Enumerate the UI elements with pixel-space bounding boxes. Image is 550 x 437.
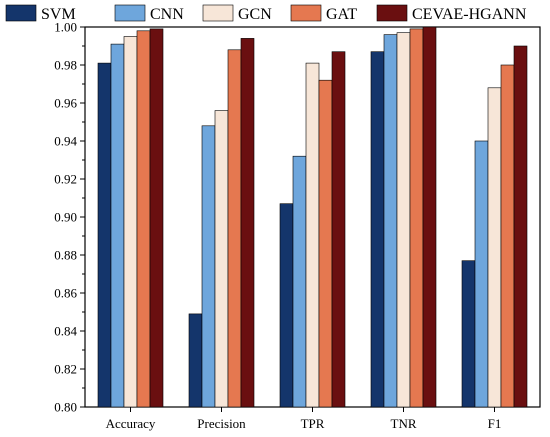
bar-svm-tnr (370, 51, 385, 408)
bar-cnn-accuracy (110, 43, 125, 408)
x-tick-label-tpr: TPR (301, 416, 325, 431)
bar-gcn-precision (214, 110, 229, 408)
legend-swatch (290, 4, 322, 22)
bar-svm-f1 (461, 260, 476, 408)
y-tick-label: 1.00 (54, 20, 77, 35)
x-tick-label-accuracy: Accuracy (106, 416, 156, 431)
y-tick-label: 0.96 (54, 96, 77, 111)
legend-item-gat: GAT (290, 4, 357, 23)
bar-svm-accuracy (97, 62, 112, 408)
y-tick-label: 0.92 (54, 172, 77, 187)
bar-cevae-hgann-f1 (513, 45, 528, 408)
legend-item-svm: SVM (5, 4, 76, 23)
legend-label: CEVAE-HGANN (412, 6, 527, 23)
bar-cnn-precision (201, 125, 216, 408)
y-tick-label: 0.90 (54, 210, 77, 225)
x-tick-label-precision: Precision (197, 416, 246, 431)
bars (97, 26, 528, 408)
legend: SVM CNN GCN GAT CEVAE-HGANN (5, 4, 527, 23)
legend-label: GAT (326, 6, 357, 23)
legend-swatch (114, 4, 146, 22)
y-tick-label: 0.94 (54, 134, 77, 149)
bar-cevae-hgann-accuracy (149, 28, 164, 408)
bar-cnn-f1 (474, 140, 489, 408)
bar-cnn-tpr (292, 155, 307, 408)
y-tick-label: 0.80 (54, 400, 77, 415)
legend-swatch (376, 4, 408, 22)
bar-svm-tpr (279, 203, 294, 408)
y-tick-label: 0.88 (54, 248, 77, 263)
x-tick-label-f1: F1 (488, 416, 502, 431)
legend-item-cnn: CNN (114, 4, 184, 23)
legend-label: SVM (41, 6, 76, 23)
bar-gat-tnr (409, 28, 424, 408)
bar-gat-accuracy (136, 30, 151, 408)
bar-gcn-accuracy (123, 36, 138, 408)
bar-gcn-tpr (305, 62, 320, 408)
y-tick-label: 0.82 (54, 362, 77, 377)
legend-item-gcn: GCN (202, 4, 272, 23)
y-tick-label: 0.86 (54, 286, 77, 301)
bar-cevae-hgann-tpr (331, 51, 346, 408)
x-axis: Accuracy Precision TPR TNR F1 (106, 407, 502, 431)
bar-svm-precision (188, 313, 203, 408)
y-tick-label: 0.84 (54, 324, 77, 339)
bar-gcn-f1 (487, 87, 502, 408)
bar-cevae-hgann-precision (240, 38, 255, 408)
bar-cevae-hgann-tnr (422, 26, 437, 408)
bar-gat-tpr (318, 79, 333, 408)
y-tick-label: 0.98 (54, 58, 77, 73)
y-axis: 0.80 0.82 0.84 0.86 0.88 0.90 0.92 0.94 0.96 0.98… (54, 20, 85, 415)
bar-gcn-tnr (396, 32, 411, 408)
bar-cnn-tnr (383, 34, 398, 408)
legend-label: CNN (150, 6, 184, 23)
legend-swatch (202, 4, 234, 22)
legend-label: GCN (238, 6, 272, 23)
legend-item-cevae-hgann: CEVAE-HGANN (376, 4, 527, 23)
legend-swatch (5, 4, 37, 22)
bar-gat-f1 (500, 64, 515, 408)
bar-gat-precision (227, 49, 242, 408)
x-tick-label-tnr: TNR (391, 416, 417, 431)
